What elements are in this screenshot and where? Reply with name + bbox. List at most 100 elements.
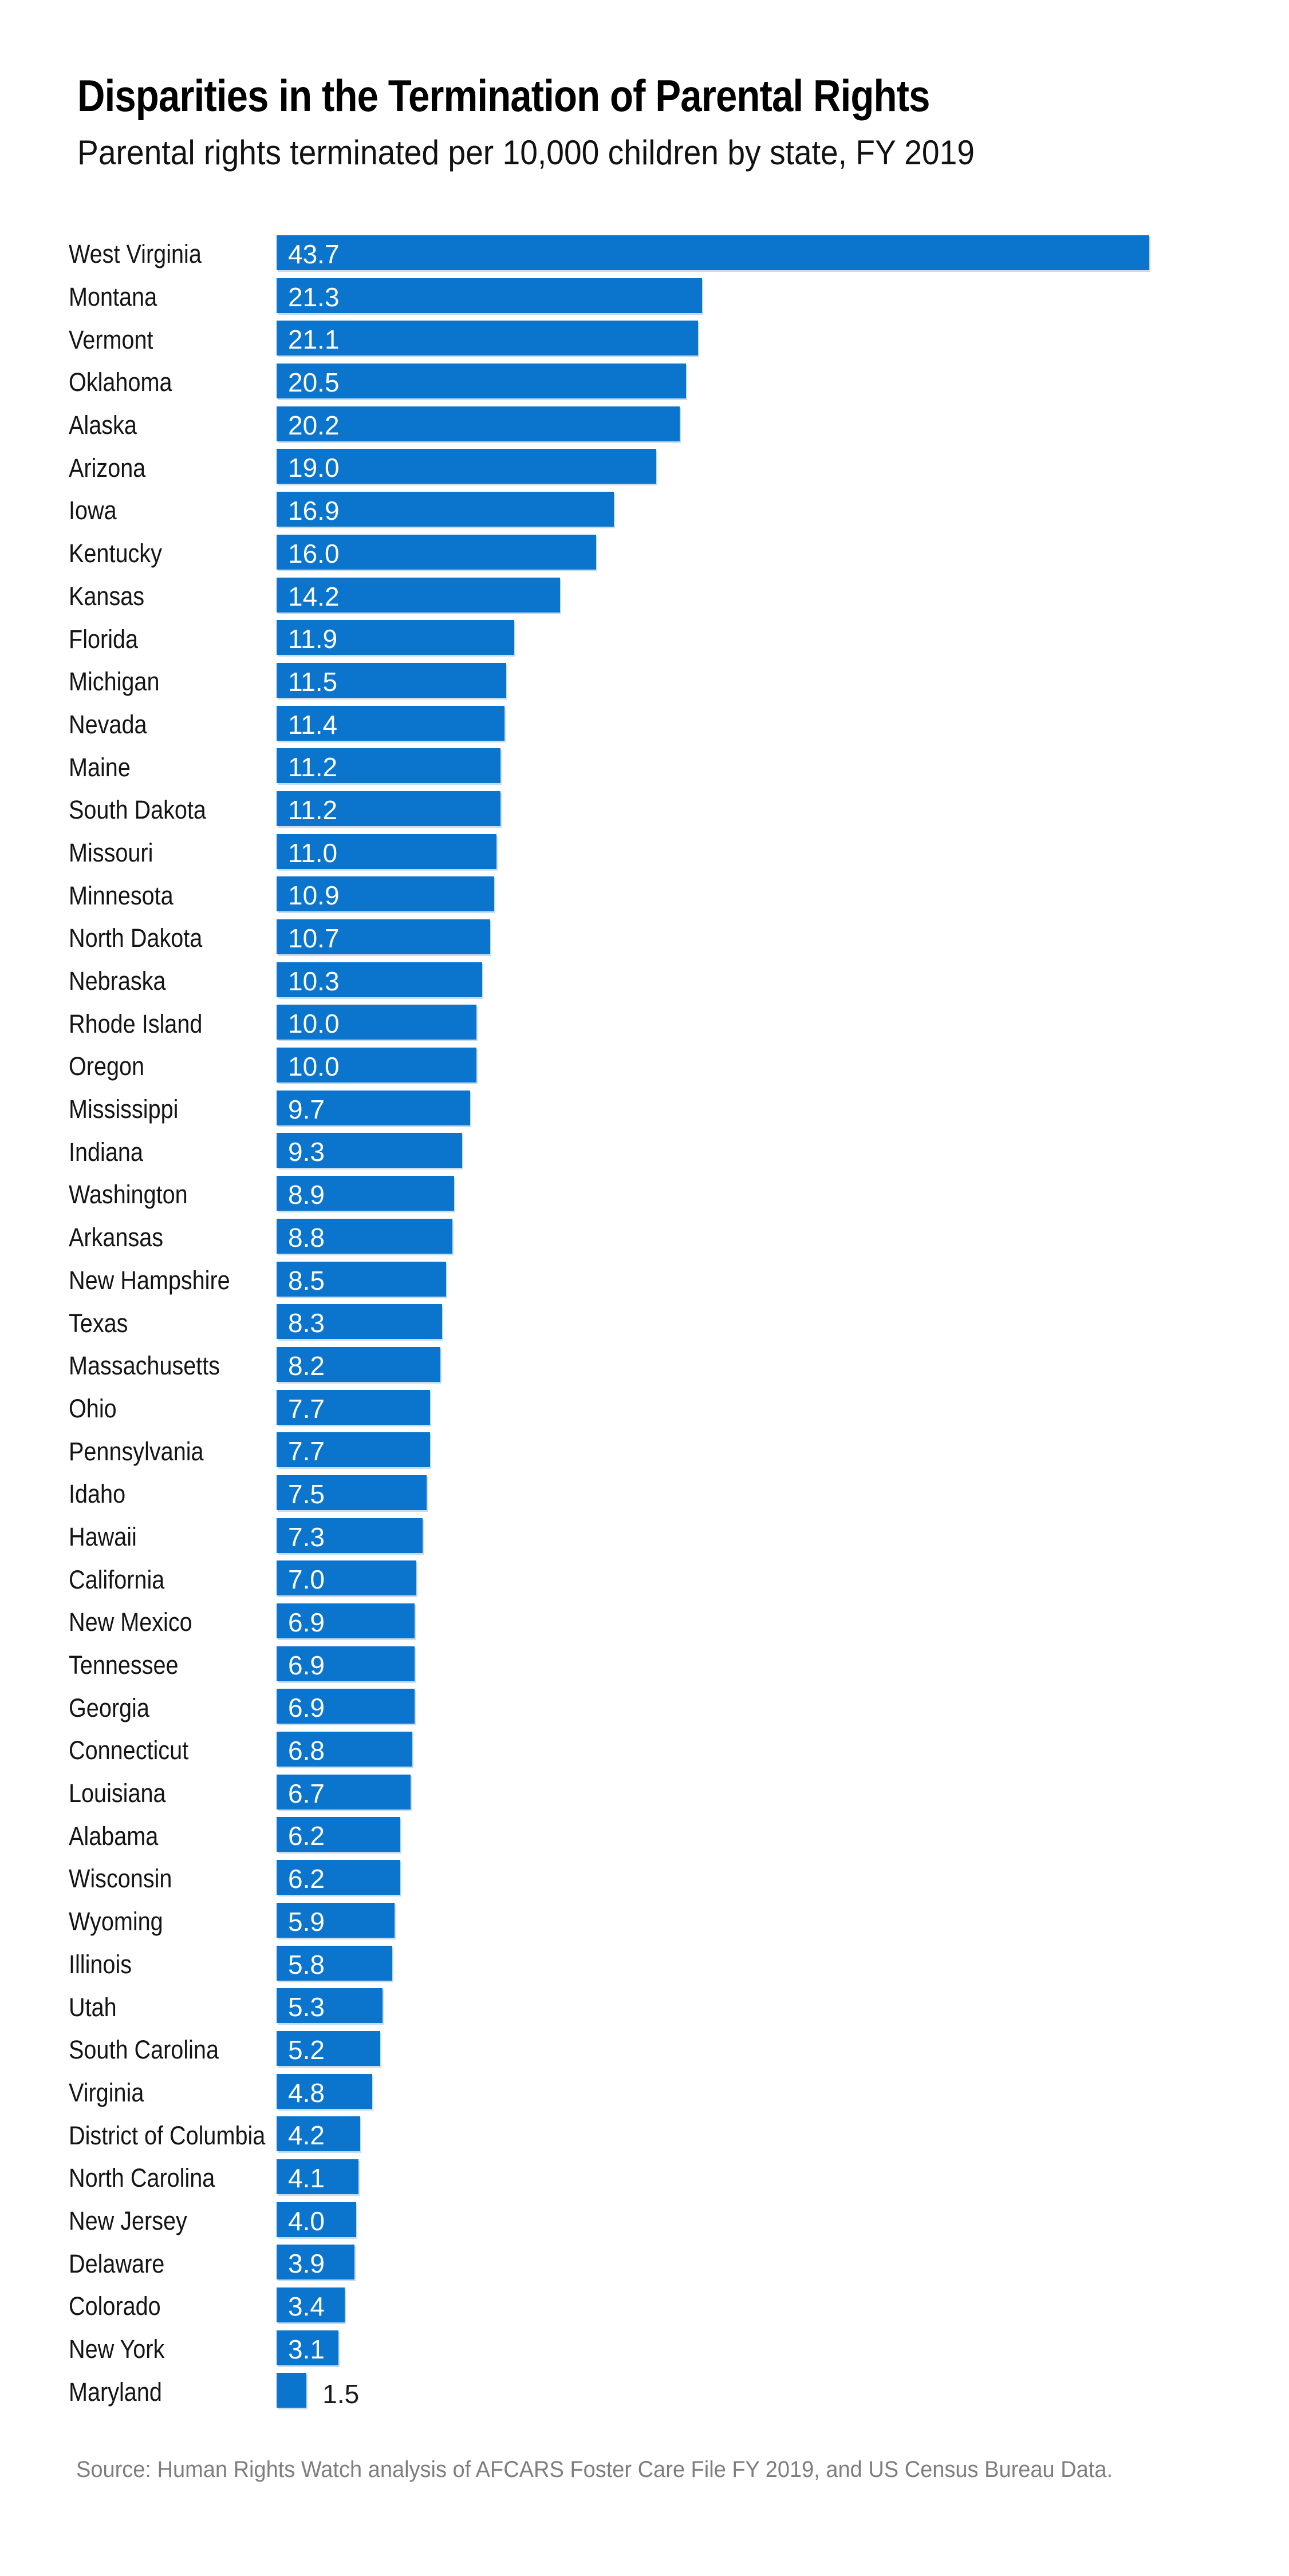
chart-row: Alabama 6.2 bbox=[0, 1815, 1289, 1858]
bar: 19.0 bbox=[277, 449, 656, 484]
bar: 7.3 bbox=[277, 1518, 423, 1553]
state-label: Michigan bbox=[69, 667, 160, 697]
chart-row: Maryland 1.5 bbox=[0, 2370, 1289, 2413]
bar: 10.9 bbox=[277, 876, 495, 912]
chart-row: Montana 21.3 bbox=[0, 276, 1289, 319]
chart-row: Texas 8.3 bbox=[0, 1302, 1289, 1345]
bar: 8.2 bbox=[277, 1346, 440, 1382]
state-label: Massachusetts bbox=[69, 1351, 220, 1381]
value-label: 10.3 bbox=[288, 966, 340, 996]
state-label: Arkansas bbox=[69, 1223, 164, 1253]
value-label: 14.2 bbox=[288, 581, 340, 611]
state-label: Wisconsin bbox=[69, 1864, 172, 1894]
bar: 3.4 bbox=[277, 2287, 345, 2322]
chart-row: South Dakota 11.2 bbox=[0, 789, 1289, 832]
value-label: 6.2 bbox=[288, 1821, 325, 1851]
value-label: 20.2 bbox=[288, 410, 340, 440]
chart-row: District of Columbia 4.2 bbox=[0, 2114, 1289, 2157]
chart-row: North Carolina 4.1 bbox=[0, 2157, 1289, 2200]
bar: 4.0 bbox=[277, 2202, 357, 2237]
chart-row: Ohio 7.7 bbox=[0, 1388, 1289, 1431]
bar: 6.9 bbox=[277, 1603, 415, 1638]
value-label: 8.8 bbox=[288, 1222, 325, 1253]
bar: 11.2 bbox=[277, 791, 500, 826]
value-label: 6.2 bbox=[288, 1864, 325, 1894]
bar: 4.2 bbox=[277, 2116, 361, 2152]
state-label: Delaware bbox=[69, 2249, 165, 2278]
bar: 8.9 bbox=[277, 1176, 455, 1211]
state-label: Wyoming bbox=[69, 1907, 163, 1937]
bar: 4.8 bbox=[277, 2073, 373, 2109]
state-label: Washington bbox=[69, 1180, 188, 1210]
chart-row: Alaska 20.2 bbox=[0, 404, 1289, 447]
chart-row: Michigan 11.5 bbox=[0, 661, 1289, 704]
value-label: 1.5 bbox=[322, 2379, 360, 2409]
value-label: 7.0 bbox=[288, 1564, 325, 1595]
value-label: 5.8 bbox=[288, 1949, 325, 1980]
state-label: Idaho bbox=[69, 1479, 126, 1509]
bar: 11.4 bbox=[277, 705, 504, 741]
chart-row: Virginia 4.8 bbox=[0, 2072, 1289, 2115]
chart-row: Wisconsin 6.2 bbox=[0, 1858, 1289, 1901]
value-label: 6.7 bbox=[288, 1778, 325, 1808]
chart-row: Delaware 3.9 bbox=[0, 2242, 1289, 2285]
state-label: Utah bbox=[69, 1992, 117, 2022]
value-label: 3.4 bbox=[288, 2291, 325, 2321]
chart-row: Washington 8.9 bbox=[0, 1174, 1289, 1216]
chart-row: New Hampshire 8.5 bbox=[0, 1259, 1289, 1302]
bar: 6.2 bbox=[277, 1860, 401, 1895]
chart-row: Mississippi 9.7 bbox=[0, 1088, 1289, 1131]
bar: 10.7 bbox=[277, 919, 491, 954]
state-label: New Hampshire bbox=[69, 1265, 230, 1295]
chart-row: North Dakota 10.7 bbox=[0, 917, 1289, 960]
bar: 16.9 bbox=[277, 492, 614, 527]
bar: 14.2 bbox=[277, 577, 561, 613]
bar: 11.2 bbox=[277, 748, 500, 784]
bar: 4.1 bbox=[277, 2159, 358, 2194]
chart-row: Nebraska 10.3 bbox=[0, 960, 1289, 1003]
state-label: North Dakota bbox=[69, 923, 203, 953]
bar: 6.7 bbox=[277, 1774, 411, 1809]
state-label: Missouri bbox=[69, 837, 153, 867]
value-label: 5.3 bbox=[288, 1992, 325, 2022]
chart-row: New Jersey 4.0 bbox=[0, 2200, 1289, 2243]
state-label: Arizona bbox=[69, 453, 146, 483]
state-label: District of Columbia bbox=[69, 2120, 266, 2150]
value-label: 7.5 bbox=[288, 1479, 325, 1509]
state-label: Mississippi bbox=[69, 1095, 179, 1124]
value-label: 7.3 bbox=[288, 1522, 325, 1552]
value-label: 11.9 bbox=[288, 624, 338, 654]
value-label: 4.0 bbox=[288, 2206, 325, 2236]
bar: 16.0 bbox=[277, 534, 596, 570]
value-label: 3.9 bbox=[288, 2249, 325, 2279]
bar: 3.9 bbox=[277, 2245, 354, 2280]
state-label: South Carolina bbox=[69, 2035, 219, 2065]
value-label: 10.7 bbox=[288, 923, 340, 953]
chart-row: West Virginia 43.7 bbox=[0, 233, 1289, 276]
bar: 6.9 bbox=[277, 1646, 415, 1681]
chart-row: Colorado 3.4 bbox=[0, 2285, 1289, 2328]
state-label: Hawaii bbox=[69, 1522, 137, 1551]
state-label: Vermont bbox=[69, 325, 153, 354]
state-label: Minnesota bbox=[69, 880, 174, 910]
bar: 9.7 bbox=[277, 1090, 471, 1125]
chart-row: Oklahoma 20.5 bbox=[0, 361, 1289, 404]
state-label: Alabama bbox=[69, 1821, 159, 1851]
value-label: 21.1 bbox=[288, 325, 340, 355]
chart-row: Oregon 10.0 bbox=[0, 1045, 1289, 1088]
value-label: 4.8 bbox=[288, 2077, 325, 2108]
value-label: 4.2 bbox=[288, 2120, 325, 2151]
value-label: 10.0 bbox=[288, 1009, 340, 1039]
chart-row: New York 3.1 bbox=[0, 2328, 1289, 2371]
bar: 21.1 bbox=[277, 321, 698, 356]
state-label: Illinois bbox=[69, 1949, 132, 1979]
bar: 11.0 bbox=[277, 833, 496, 869]
value-label: 11.5 bbox=[288, 666, 338, 697]
chart-row: Georgia 6.9 bbox=[0, 1686, 1289, 1729]
value-label: 3.1 bbox=[288, 2334, 325, 2364]
bar: 6.2 bbox=[277, 1817, 401, 1852]
value-label: 7.7 bbox=[288, 1436, 325, 1467]
bar: 9.3 bbox=[277, 1133, 463, 1168]
bar: 43.7 bbox=[277, 235, 1149, 270]
chart-row: South Carolina 5.2 bbox=[0, 2029, 1289, 2072]
